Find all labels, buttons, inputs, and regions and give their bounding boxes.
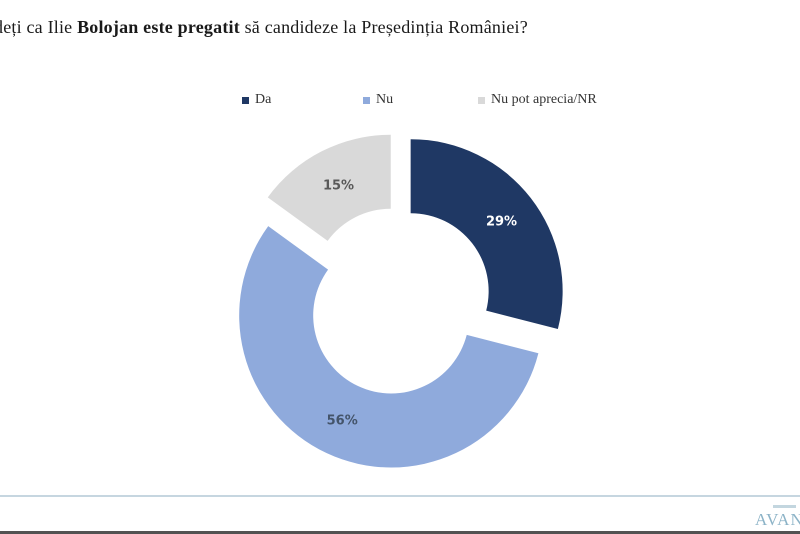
chart-question-title: deți ca Ilie Bolojan este pregatit să ca… [0, 17, 528, 38]
title-suffix: să candideze la Președinția României? [239, 17, 528, 37]
chart-legend: Da Nu Nu pot aprecia/NR [242, 92, 597, 108]
legend-item-da: Da [242, 92, 363, 108]
slice-label-2: 15% [323, 178, 354, 193]
footer-divider-line [0, 495, 800, 497]
title-prefix: deți ca Ilie [0, 17, 78, 37]
legend-label-nr: Nu pot aprecia/NR [491, 92, 597, 107]
legend-label-nu: Nu [376, 92, 394, 107]
slice-label-0: 29% [486, 215, 517, 230]
logo-tagline-mark [773, 505, 796, 508]
title-bold-segment: Bolojan este pregatit [77, 17, 240, 37]
legend-swatch-da [242, 96, 249, 104]
legend-swatch-nu [363, 96, 370, 104]
donut-slice-1 [239, 226, 539, 468]
legend-label-da: Da [255, 92, 272, 107]
legend-item-nr: Nu pot aprecia/NR [478, 92, 597, 108]
slice-label-1: 56% [327, 414, 358, 429]
legend-item-nu: Nu [363, 92, 478, 108]
donut-slice-0 [410, 139, 563, 329]
donut-slice-2 [267, 134, 391, 241]
avangarde-logo: AVAN [755, 510, 800, 529]
legend-swatch-nr [478, 96, 485, 104]
bottom-border-bar [0, 531, 800, 534]
